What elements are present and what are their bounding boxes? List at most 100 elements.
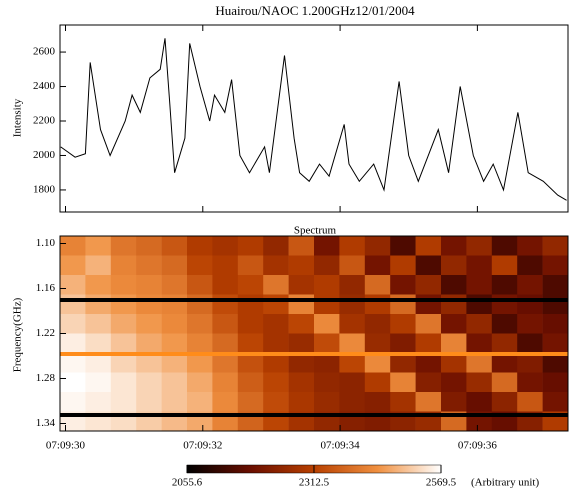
- heat-cell: [212, 255, 239, 276]
- heat-cell: [136, 372, 162, 393]
- heat-cell: [491, 392, 518, 412]
- heat-cell: [161, 255, 188, 276]
- heat-cell: [212, 392, 239, 412]
- heat-cell: [263, 353, 289, 373]
- heat-cell: [542, 236, 568, 256]
- y-axis-label: Intensity: [12, 98, 24, 137]
- y-tick-label: 1.10: [36, 237, 56, 249]
- heat-cell: [390, 333, 416, 354]
- heat-cell: [136, 275, 162, 295]
- y-tick-label: 2200: [33, 115, 56, 127]
- heat-cell: [491, 275, 518, 295]
- heat-cell: [237, 294, 264, 315]
- y-tick-label: 2600: [33, 46, 56, 58]
- heat-cell: [237, 275, 264, 295]
- heat-cell: [187, 314, 213, 334]
- heat-cell: [314, 353, 340, 373]
- heat-cell: [415, 314, 442, 334]
- heat-cell: [136, 353, 162, 373]
- heat-cell: [212, 372, 239, 393]
- heatmap: [60, 236, 568, 431]
- heat-cell: [60, 392, 86, 412]
- heat-cell: [288, 372, 315, 393]
- heat-cell: [263, 294, 289, 315]
- heat-cell: [517, 392, 543, 412]
- heat-cell: [542, 372, 568, 393]
- heat-cell: [491, 314, 518, 334]
- heat-cell: [60, 314, 86, 334]
- heat-cell: [339, 353, 366, 373]
- y-axis-label: Frequency(GHz): [12, 297, 24, 372]
- heat-cell: [314, 236, 340, 256]
- heat-cell: [517, 275, 543, 295]
- heat-cell: [110, 392, 137, 412]
- heat-cell: [60, 333, 86, 354]
- heat-cell: [415, 255, 442, 276]
- heat-cell: [466, 314, 493, 334]
- heat-cell: [517, 236, 543, 256]
- heat-cell: [517, 353, 543, 373]
- y-tick-label: 1.34: [36, 417, 56, 429]
- heat-cell: [110, 236, 137, 256]
- heat-cell: [491, 255, 518, 276]
- heat-cell: [542, 255, 568, 276]
- heat-cell: [85, 255, 112, 276]
- colorbar-tick-label: 2312.5: [299, 477, 330, 489]
- y-tick-label: 2000: [33, 149, 56, 161]
- heat-cell: [542, 353, 568, 373]
- heat-cell: [161, 333, 188, 354]
- heat-cell: [314, 392, 340, 412]
- heat-cell: [517, 294, 543, 315]
- heat-cell: [110, 333, 137, 354]
- heat-cell: [288, 275, 315, 295]
- heat-cell: [415, 372, 442, 393]
- heat-cell: [60, 294, 86, 315]
- heat-cell: [415, 353, 442, 373]
- heat-cell: [110, 294, 137, 315]
- heat-cell: [390, 372, 416, 393]
- panel-title: Spectrum: [294, 225, 337, 237]
- heat-cell: [60, 372, 86, 393]
- heat-cell: [491, 372, 518, 393]
- heat-cell: [364, 294, 391, 315]
- heat-cell: [491, 236, 518, 256]
- heat-cell: [187, 255, 213, 276]
- heat-cell: [212, 236, 239, 256]
- heat-cell: [161, 392, 188, 412]
- heat-cell: [339, 294, 366, 315]
- heat-cell: [339, 333, 366, 354]
- heat-cell: [161, 353, 188, 373]
- heat-cell: [314, 372, 340, 393]
- overlay-lines: [60, 298, 568, 417]
- heat-cell: [314, 255, 340, 276]
- heat-cell: [237, 314, 264, 334]
- heat-cell: [466, 392, 493, 412]
- heat-cell: [237, 255, 264, 276]
- heat-cell: [390, 392, 416, 412]
- heat-cell: [542, 333, 568, 354]
- heat-cell: [263, 333, 289, 354]
- heat-cell: [60, 255, 86, 276]
- heat-cell: [136, 236, 162, 256]
- heat-cell: [263, 236, 289, 256]
- heat-cell: [466, 372, 493, 393]
- heat-cell: [491, 294, 518, 315]
- heat-cell: [136, 314, 162, 334]
- heat-cell: [161, 372, 188, 393]
- heat-cell: [288, 392, 315, 412]
- heat-cell: [390, 236, 416, 256]
- heat-cell: [288, 236, 315, 256]
- heat-cell: [85, 275, 112, 295]
- heat-cell: [466, 353, 493, 373]
- y-tick-label: 1800: [33, 183, 56, 195]
- heat-cell: [288, 314, 315, 334]
- heat-cell: [60, 275, 86, 295]
- heat-cell: [187, 353, 213, 373]
- heat-cell: [187, 236, 213, 256]
- heat-cell: [364, 275, 391, 295]
- heat-cell: [517, 372, 543, 393]
- heat-cell: [517, 314, 543, 334]
- heat-cell: [441, 294, 467, 315]
- heat-cell: [161, 294, 188, 315]
